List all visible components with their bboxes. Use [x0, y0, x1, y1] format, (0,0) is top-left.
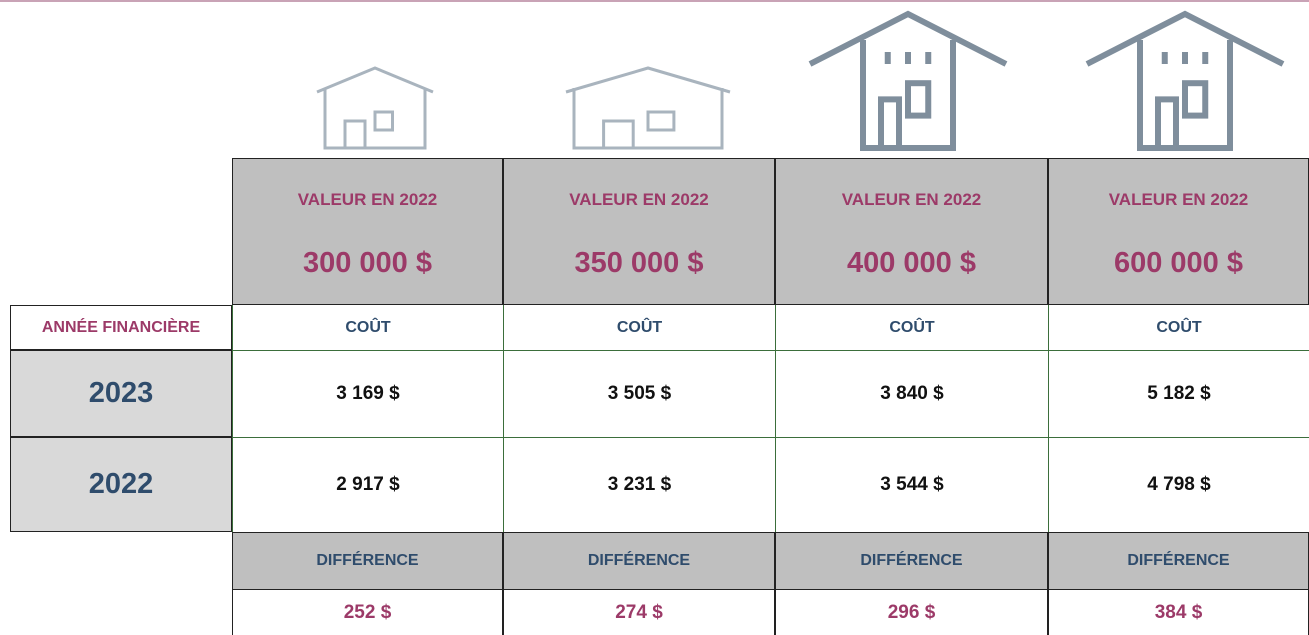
- house-icons: [316, 10, 1285, 151]
- top-rule: [0, 0, 1309, 2]
- house-icon: [565, 66, 731, 150]
- year: 2022: [10, 437, 232, 532]
- cost-label: COÛT: [503, 305, 775, 350]
- cost-value: 3 169 $: [232, 350, 503, 437]
- difference-label: DIFFÉRENCE: [503, 532, 775, 590]
- value-amount: 400 000 $: [846, 246, 976, 279]
- difference-value: 384 $: [1048, 590, 1309, 635]
- year-header: ANNÉE FINANCIÈRE: [10, 305, 232, 350]
- value-amount: 300 000 $: [302, 246, 432, 279]
- value-label: VALEUR EN 2022: [297, 190, 438, 209]
- cost-value: 5 182 $: [1048, 350, 1309, 437]
- value-label: VALEUR EN 2022: [841, 190, 982, 209]
- cost-value: 3 231 $: [503, 437, 775, 532]
- cost-label: COÛT: [775, 305, 1048, 350]
- difference-label: DIFFÉRENCE: [232, 532, 503, 590]
- difference-label: DIFFÉRENCE: [775, 532, 1048, 590]
- value-amount: 350 000 $: [574, 246, 704, 279]
- cost-label: COÛT: [1048, 305, 1309, 350]
- cost-value: 3 544 $: [775, 437, 1048, 532]
- value-amount: 600 000 $: [1113, 246, 1243, 279]
- year: 2023: [10, 350, 232, 437]
- value-label: VALEUR EN 2022: [569, 190, 709, 209]
- cost-label: COÛT: [232, 305, 503, 350]
- difference-label: DIFFÉRENCE: [1048, 532, 1309, 590]
- house-icon: [316, 66, 434, 150]
- cost-value: 3 840 $: [775, 350, 1048, 437]
- house-icon: [808, 10, 1008, 151]
- difference-value: 252 $: [232, 590, 503, 635]
- difference-value: 296 $: [775, 590, 1048, 635]
- value-header: [232, 158, 503, 305]
- value-label: VALEUR EN 2022: [1108, 190, 1249, 209]
- value-header: [775, 158, 1048, 305]
- cost-value: 4 798 $: [1048, 437, 1309, 532]
- cost-value: 3 505 $: [503, 350, 775, 437]
- value-header: [503, 158, 775, 305]
- cost-value: 2 917 $: [232, 437, 503, 532]
- difference-value: 274 $: [503, 590, 775, 635]
- house-icon: [1085, 10, 1285, 151]
